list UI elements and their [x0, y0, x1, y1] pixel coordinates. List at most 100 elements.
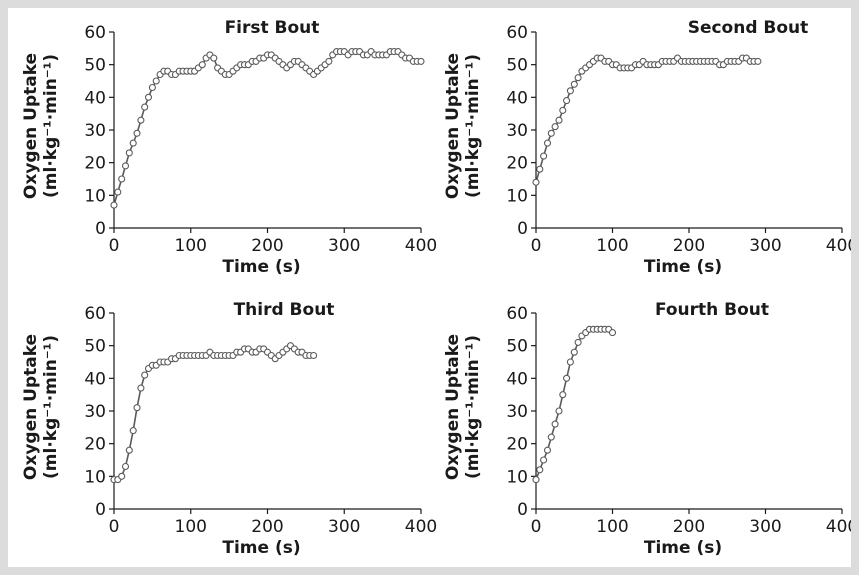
- data-point: [114, 188, 122, 196]
- x-axis-title: Time (s): [644, 257, 722, 277]
- data-point: [133, 404, 141, 412]
- x-axis-title: Time (s): [222, 257, 300, 277]
- y-axis-units: (ml·kg⁻¹·min⁻¹): [41, 335, 61, 479]
- y-tick-label: 0: [517, 219, 528, 239]
- data-point: [559, 106, 567, 114]
- y-axis-units: (ml·kg⁻¹·min⁻¹): [463, 54, 483, 198]
- y-tick-label: 30: [84, 402, 106, 422]
- y-tick-label: 30: [84, 121, 106, 141]
- data-point: [118, 472, 126, 480]
- y-tick-label: 20: [84, 435, 106, 455]
- data-point: [536, 165, 544, 173]
- x-tick-label: 100: [175, 517, 207, 537]
- data-point: [608, 329, 617, 337]
- data-point: [129, 139, 137, 147]
- chart-title: Second Bout: [688, 18, 809, 38]
- data-point: [563, 97, 571, 105]
- data-point: [555, 407, 563, 415]
- x-tick-label: 300: [749, 236, 781, 256]
- data-point: [532, 476, 540, 484]
- data-point: [125, 446, 133, 454]
- x-tick-label: 300: [328, 236, 360, 256]
- x-tick-label: 200: [251, 517, 283, 537]
- data-point: [574, 74, 582, 82]
- data-point: [144, 93, 153, 101]
- y-tick-label: 10: [506, 186, 528, 206]
- data-point: [125, 149, 133, 157]
- y-tick-label: 0: [517, 500, 528, 520]
- y-axis-units: (ml·kg⁻¹·min⁻¹): [463, 335, 483, 479]
- y-tick-label: 50: [506, 56, 528, 76]
- y-tick-label: 60: [84, 304, 106, 324]
- chart-title: Fourth Bout: [655, 300, 769, 320]
- data-point: [141, 371, 149, 379]
- data-point: [532, 178, 540, 186]
- data-point: [566, 358, 574, 366]
- x-tick-label: 400: [405, 517, 437, 537]
- x-axis-title: Time (s): [222, 538, 300, 558]
- y-tick-label: 40: [506, 369, 528, 389]
- x-tick-label: 200: [673, 517, 705, 537]
- y-tick-label: 50: [84, 56, 106, 76]
- data-point: [551, 420, 559, 428]
- data-point: [121, 162, 130, 170]
- data-point: [566, 87, 574, 95]
- x-tick-label: 0: [109, 517, 120, 537]
- y-tick-label: 30: [506, 121, 528, 141]
- x-tick-label: 400: [405, 236, 437, 256]
- data-point: [555, 116, 563, 124]
- y-tick-label: 10: [84, 467, 106, 487]
- data-point: [152, 77, 160, 85]
- x-tick-label: 0: [531, 236, 542, 256]
- data-point: [536, 466, 544, 474]
- data-point: [559, 391, 567, 399]
- data-point: [547, 433, 555, 441]
- y-tick-label: 20: [506, 435, 528, 455]
- data-point: [574, 338, 582, 346]
- x-tick-label: 200: [251, 236, 283, 256]
- y-tick-label: 10: [84, 186, 106, 206]
- data-point: [417, 57, 425, 65]
- data-point: [540, 152, 548, 160]
- data-point: [137, 116, 145, 124]
- chart-title: First Bout: [225, 18, 320, 38]
- data-point: [540, 456, 548, 464]
- y-axis-title: Oxygen Uptake: [21, 334, 41, 480]
- y-tick-label: 60: [506, 23, 528, 43]
- y-tick-label: 40: [506, 88, 528, 108]
- data-point: [570, 80, 578, 88]
- x-tick-label: 300: [749, 517, 781, 537]
- data-point: [310, 351, 318, 360]
- y-tick-label: 60: [84, 23, 106, 43]
- x-tick-label: 100: [596, 517, 628, 537]
- data-point: [198, 61, 206, 69]
- data-point: [133, 129, 141, 137]
- y-axis-units: (ml·kg⁻¹·min⁻¹): [41, 54, 61, 198]
- y-axis-title: Oxygen Uptake: [443, 334, 463, 480]
- data-point: [210, 54, 218, 62]
- data-point: [121, 462, 130, 471]
- y-tick-label: 0: [95, 219, 106, 239]
- data-point: [547, 129, 555, 137]
- x-tick-label: 400: [826, 517, 851, 537]
- x-tick-label: 200: [673, 236, 705, 256]
- series-line: [114, 344, 314, 481]
- y-tick-label: 0: [95, 500, 106, 520]
- data-point: [141, 103, 149, 111]
- chart-panel-1: 0 10 20 30 40 50 60 0 100 200 300 400 Time (s) Oxygen…: [21, 18, 437, 277]
- x-tick-label: 300: [328, 517, 360, 537]
- y-axis-title: Oxygen Uptake: [443, 53, 463, 199]
- y-tick-label: 50: [506, 337, 528, 357]
- chart-panel-2: 0 10 20 30 40 50 60 0 100 200 300 400 Time (s) Oxygen…: [443, 18, 851, 277]
- y-tick-label: 10: [506, 467, 528, 487]
- x-tick-label: 100: [596, 236, 628, 256]
- x-tick-label: 100: [175, 236, 207, 256]
- series-line: [535, 57, 758, 183]
- y-tick-label: 60: [506, 304, 528, 324]
- data-point: [754, 57, 762, 65]
- x-tick-label: 0: [531, 517, 542, 537]
- y-tick-label: 20: [506, 154, 528, 174]
- data-point: [563, 374, 571, 382]
- data-point: [543, 446, 552, 454]
